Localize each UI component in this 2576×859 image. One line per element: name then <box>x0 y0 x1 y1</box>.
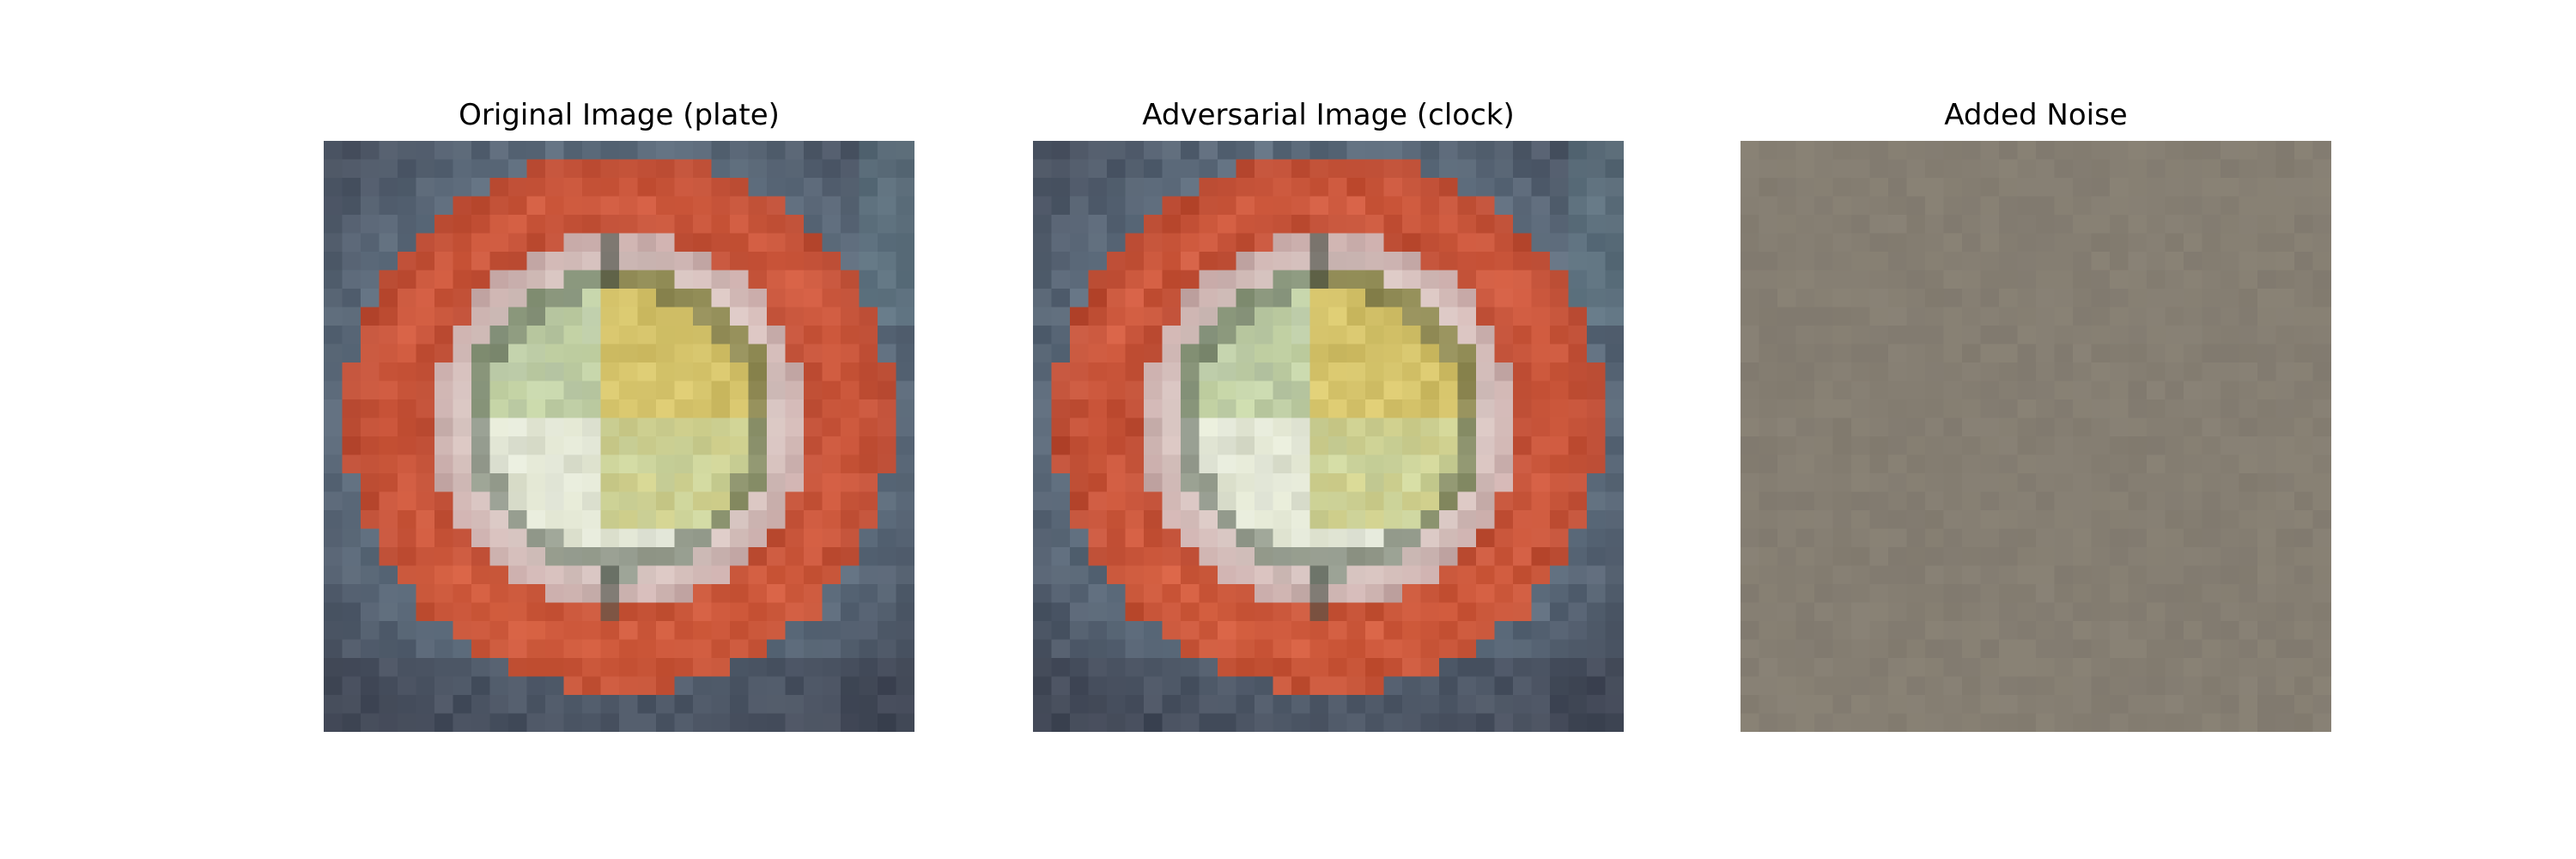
noise-image-title: Added Noise <box>1944 98 2128 132</box>
original-image-panel: Original Image (plate) <box>324 0 914 859</box>
original-image-title: Original Image (plate) <box>459 98 780 132</box>
noise-image-panel: Added Noise <box>1741 0 2331 859</box>
adversarial-image-title: Adversarial Image (clock) <box>1142 98 1515 132</box>
original-plate-image <box>324 141 914 732</box>
adversarial-image-panel: Adversarial Image (clock) <box>1033 0 1624 859</box>
adversarial-plate-image <box>1033 141 1624 732</box>
added-noise-image <box>1741 141 2331 732</box>
